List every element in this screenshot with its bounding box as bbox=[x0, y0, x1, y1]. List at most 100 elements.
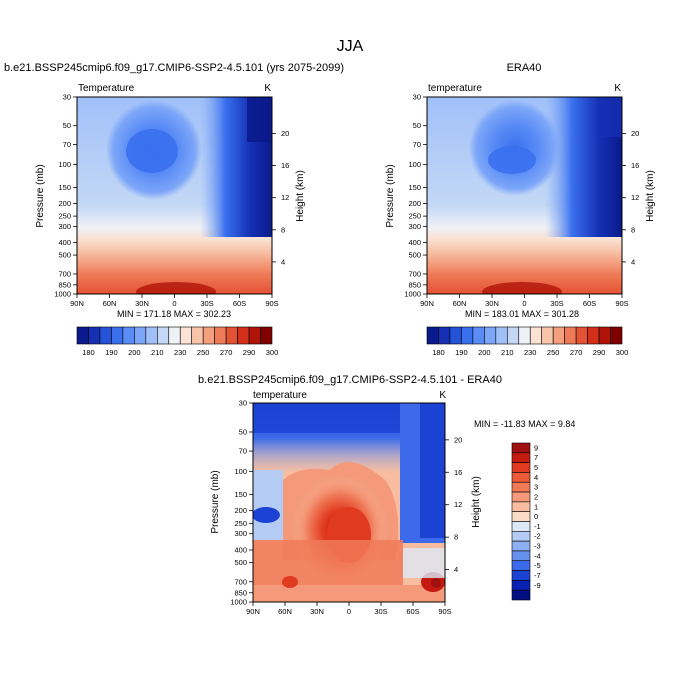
diff-panel-ytick-label: 150 bbox=[234, 490, 247, 499]
diff-panel-colorbar-label: 0 bbox=[534, 512, 538, 521]
obs-panel-ytick-label: 70 bbox=[413, 140, 421, 149]
diff-panel-colorbar-label: -7 bbox=[534, 571, 541, 580]
diff-panel-htick-label: 20 bbox=[454, 435, 462, 444]
diff-panel-colorbar-label: -2 bbox=[534, 532, 541, 541]
obs-panel-haxis: 20 16 12 8 4 bbox=[622, 129, 639, 266]
model-panel-colorbar-label: 230 bbox=[174, 348, 187, 357]
obs-panel-colorbar-label: 200 bbox=[478, 348, 491, 357]
model-panel-ytick-label: 150 bbox=[58, 183, 71, 192]
model-panel-ylabel: Pressure (mb) bbox=[35, 164, 46, 227]
diff-panel-colorbar-label: 4 bbox=[534, 473, 538, 482]
diff-panel-colorbar-swatch bbox=[511, 472, 531, 483]
obs-panel-colorbar-swatch bbox=[426, 326, 439, 345]
diff-panel-ytick-label: 500 bbox=[234, 558, 247, 567]
diff-panel-ytick-label: 1000 bbox=[230, 598, 247, 607]
model-panel-colorbar-swatch bbox=[122, 326, 135, 345]
model-panel-colorbar-label: 210 bbox=[151, 348, 164, 357]
model-panel-ytick-label: 30 bbox=[63, 93, 71, 102]
obs-panel-xtick-label: 0 bbox=[522, 299, 526, 308]
obs-panel: ERA40 temperature K 30507010015020025030… bbox=[385, 62, 656, 357]
diff-panel-colorbar-label: 9 bbox=[534, 443, 538, 452]
model-panel-colorbar-swatch bbox=[225, 326, 238, 345]
model-panel-xtick-label: 60S bbox=[233, 299, 246, 308]
model-panel-ytick-label: 700 bbox=[58, 269, 71, 278]
obs-panel-colorbar-swatch bbox=[518, 326, 531, 345]
model-panel-xtick-label: 0 bbox=[172, 299, 176, 308]
obs-panel-ytick-label: 50 bbox=[413, 121, 421, 130]
obs-panel-colorbar-swatch bbox=[598, 326, 611, 345]
obs-panel-ylabel: Pressure (mb) bbox=[385, 164, 396, 227]
obs-panel-colorbar-label: 290 bbox=[593, 348, 606, 357]
diff-panel-title: b.e21.BSSP245cmip6.f09_g17.CMIP6-SSP2-4.… bbox=[198, 374, 502, 386]
diff-panel-colorbar-swatch bbox=[511, 501, 531, 512]
model-panel-colorbar-swatch bbox=[111, 326, 124, 345]
obs-panel-colorbar-swatch bbox=[506, 326, 520, 345]
model-panel-colorbar-swatch bbox=[214, 326, 227, 345]
diff-panel-htick-label: 12 bbox=[454, 500, 462, 509]
model-panel-xtick-label: 60N bbox=[103, 299, 117, 308]
diff-panel-colorbar-swatch bbox=[511, 442, 531, 454]
obs-panel-stats: MIN = 183.01 MAX = 301.28 bbox=[465, 309, 579, 319]
diff-panel-colorbar-label: 1 bbox=[534, 502, 538, 511]
diff-panel-colorbar-label: -4 bbox=[534, 551, 541, 560]
obs-panel-colorbar-swatch bbox=[461, 326, 474, 345]
diff-panel-ytick-label: 850 bbox=[234, 588, 247, 597]
model-panel-ytick-label: 850 bbox=[58, 280, 71, 289]
diff-panel-colorbar-label: -1 bbox=[534, 522, 541, 531]
diff-panel-htick-label: 16 bbox=[454, 468, 462, 477]
diff-panel-ytick-label: 200 bbox=[234, 506, 247, 515]
obs-panel-xtick-label: 30N bbox=[485, 299, 499, 308]
model-panel-htick-label: 12 bbox=[281, 193, 289, 202]
model-panel-ytick-label: 50 bbox=[63, 121, 71, 130]
obs-panel-ytick-label: 150 bbox=[408, 183, 421, 192]
diff-panel-xtick-label: 60N bbox=[278, 607, 292, 616]
obs-panel-left-label: temperature bbox=[428, 83, 482, 94]
model-panel: b.e21.BSSP245cmip6.f09_g17.CMIP6-SSP2-4.… bbox=[4, 62, 344, 357]
model-panel-ytick-label: 300 bbox=[58, 222, 71, 231]
model-panel-ytick-label: 70 bbox=[63, 140, 71, 149]
diff-panel-colorbar-swatch bbox=[511, 452, 531, 463]
obs-panel-htick-label: 4 bbox=[631, 257, 635, 266]
model-panel-field bbox=[77, 97, 272, 294]
obs-panel-colorbar-swatch bbox=[449, 326, 462, 345]
model-panel-ytick-label: 250 bbox=[58, 212, 71, 221]
figure-title: JJA bbox=[337, 38, 364, 55]
obs-panel-colorbar-swatch bbox=[564, 326, 577, 345]
diff-panel-left-label: temperature bbox=[253, 390, 307, 401]
diff-panel-colorbar-swatch bbox=[511, 550, 531, 562]
obs-panel-ytick-label: 850 bbox=[408, 280, 421, 289]
model-panel-colorbar-label: 270 bbox=[220, 348, 233, 357]
diff-panel-ytick-label: 250 bbox=[234, 519, 247, 528]
diff-panel-ytick-label: 700 bbox=[234, 577, 247, 586]
diff-panel-xtick-label: 30S bbox=[374, 607, 387, 616]
model-panel-colorbar-swatch bbox=[145, 326, 158, 345]
obs-panel-colorbar-swatch bbox=[438, 326, 451, 345]
model-panel-colorbar-swatch bbox=[179, 326, 193, 345]
obs-panel-ytick-label: 1000 bbox=[404, 290, 421, 299]
diff-panel-ytick-label: 70 bbox=[239, 447, 247, 456]
diff-panel-htick-label: 8 bbox=[454, 533, 458, 542]
diff-panel-xtick-label: 90S bbox=[438, 607, 451, 616]
diff-panel-ylabel: Pressure (mb) bbox=[210, 470, 221, 533]
obs-panel-colorbar: 180 190 200 210 230 250 270 290 300 bbox=[426, 326, 628, 357]
model-panel-colorbar-swatch bbox=[156, 326, 170, 345]
diff-panel-haxis: 20 16 12 8 4 bbox=[445, 435, 462, 574]
obs-panel-colorbar-swatch bbox=[484, 326, 497, 345]
model-panel-stats: MIN = 171.18 MAX = 302.23 bbox=[117, 309, 231, 319]
diff-panel-xtick-label: 0 bbox=[347, 607, 351, 616]
obs-panel-title: ERA40 bbox=[507, 62, 542, 74]
obs-panel-colorbar-swatch bbox=[552, 326, 565, 345]
diff-panel-field bbox=[253, 403, 445, 602]
model-panel-colorbar-swatch bbox=[202, 326, 215, 345]
diff-panel-colorbar-swatch bbox=[511, 570, 531, 581]
model-panel-left-label: Temperature bbox=[78, 83, 135, 94]
model-panel-colorbar-label: 200 bbox=[128, 348, 141, 357]
diff-panel-colorbar-label: 3 bbox=[534, 483, 538, 492]
diff-panel-xtick-label: 30N bbox=[310, 607, 324, 616]
obs-panel-xtick-label: 90N bbox=[420, 299, 434, 308]
model-panel-title: b.e21.BSSP245cmip6.f09_g17.CMIP6-SSP2-4.… bbox=[4, 62, 344, 74]
model-panel-colorbar-swatch bbox=[134, 326, 147, 345]
